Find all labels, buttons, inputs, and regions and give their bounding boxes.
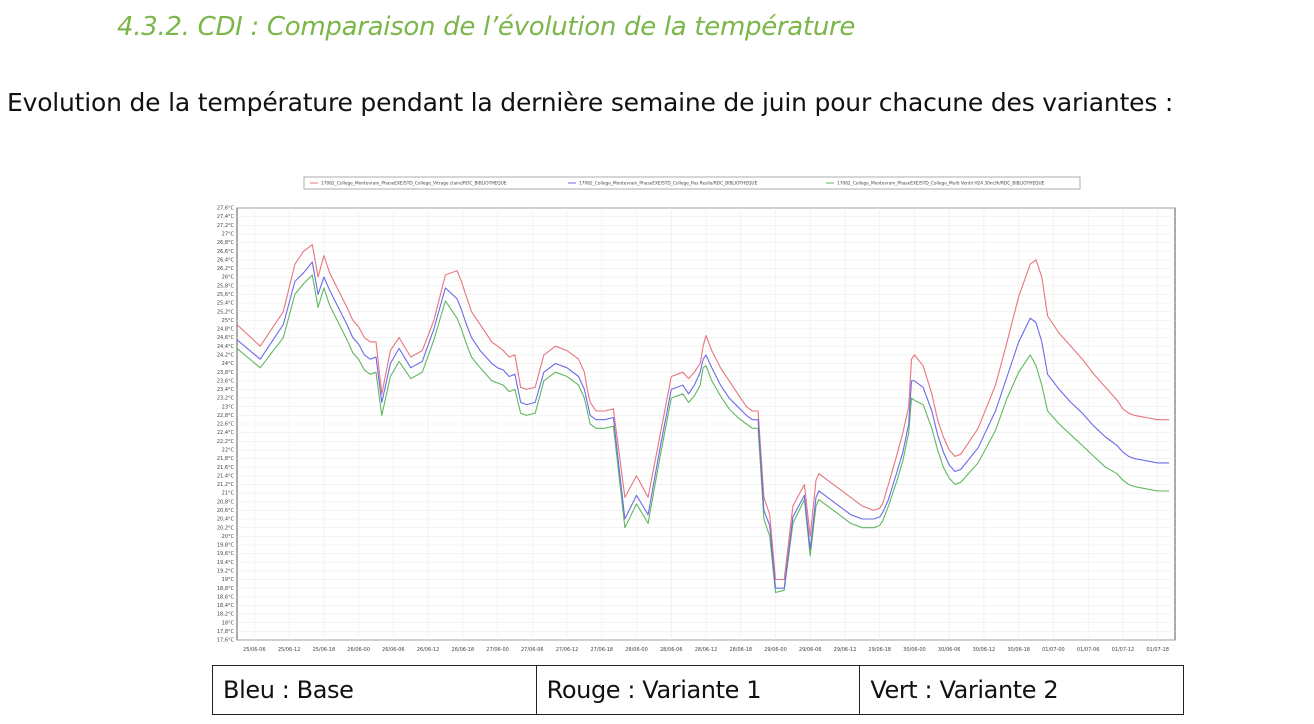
series-line-green: [236, 274, 1170, 594]
y-tick-label: 20,6°C: [217, 508, 235, 514]
x-tick-label: 27/06-18: [590, 647, 613, 653]
x-tick-label: 28/06-18: [729, 647, 752, 653]
y-tick-label: 26,2°C: [217, 266, 235, 272]
x-tick-label: 30/06-12: [973, 647, 996, 653]
series-line-blue: [236, 261, 1170, 589]
y-tick-label: 25,2°C: [217, 309, 235, 315]
legend-entry: 17062_College_Montevrain_PhaseEXE/STD_Co…: [837, 181, 1045, 187]
legend-cell-variant-1: Rouge : Variante 1: [535, 665, 861, 715]
y-tick-label: 22°C: [222, 448, 235, 454]
x-tick-label: 29/06-00: [764, 647, 787, 653]
y-tick-label: 22,2°C: [217, 439, 235, 445]
y-tick-label: 27°C: [222, 232, 235, 238]
y-tick-label: 20,8°C: [217, 499, 235, 505]
x-tick-label: 26/06-00: [347, 647, 370, 653]
y-tick-label: 24,2°C: [217, 352, 235, 358]
chart-legend: 17062_College_Montevrain_PhaseEXE/STD_Co…: [303, 176, 1081, 190]
grid-lines: [237, 207, 1175, 641]
y-tick-label: 27,6°C: [217, 206, 235, 212]
y-tick-label: 18°C: [222, 620, 235, 626]
y-tick-label: 26,4°C: [217, 257, 235, 263]
y-tick-label: 27,4°C: [217, 214, 235, 220]
x-tick-label: 30/06-18: [1007, 647, 1030, 653]
x-tick-label: 25/06-06: [243, 647, 266, 653]
legend-entry: 17062_College_Montevrain_PhaseEXE/STD_Co…: [321, 181, 507, 187]
y-tick-label: 17,6°C: [217, 638, 235, 644]
y-tick-label: 19,4°C: [217, 560, 235, 566]
y-tick-label: 17,8°C: [217, 629, 235, 635]
y-tick-label: 19,8°C: [217, 543, 235, 549]
x-tick-label: 01/07-00: [1042, 647, 1065, 653]
y-tick-label: 21,6°C: [217, 465, 235, 471]
y-tick-label: 18,4°C: [217, 603, 235, 609]
y-tick-label: 18,2°C: [217, 612, 235, 618]
y-tick-label: 18,8°C: [217, 586, 235, 592]
y-tick-label: 24°C: [222, 361, 235, 367]
y-tick-label: 24,6°C: [217, 335, 235, 341]
y-tick-label: 26,8°C: [217, 240, 235, 246]
x-tick-label: 27/06-06: [521, 647, 544, 653]
x-tick-label: 30/06-00: [903, 647, 926, 653]
y-tick-label: 21°C: [222, 491, 235, 497]
x-tick-label: 29/06-18: [868, 647, 891, 653]
x-tick-label: 25/06-12: [278, 647, 301, 653]
x-tick-label: 28/06-00: [625, 647, 648, 653]
series-line-red: [236, 244, 1170, 581]
y-tick-label: 23,4°C: [217, 387, 235, 393]
legend-entry: 17062_College_Montevrain_PhaseEXE/STD_Co…: [579, 181, 758, 187]
y-tick-label: 19°C: [222, 577, 235, 583]
x-tick-label: 29/06-06: [799, 647, 822, 653]
series-lines: [236, 244, 1170, 594]
y-tick-label: 24,8°C: [217, 327, 235, 333]
y-tick-label: 26°C: [222, 275, 235, 281]
x-tick-label: 27/06-12: [556, 647, 579, 653]
x-axis-ticks: 25/06-06 25/06-12 25/06-18 26/06-00 26/06-06…: [243, 647, 1169, 653]
y-tick-label: 21,8°C: [217, 456, 235, 462]
x-tick-label: 26/06-18: [452, 647, 475, 653]
chart-svg: 17062_College_Montevrain_PhaseEXE/STD_Co…: [212, 168, 1182, 660]
y-tick-label: 18,6°C: [217, 594, 235, 600]
temperature-chart: 17062_College_Montevrain_PhaseEXE/STD_Co…: [212, 168, 1182, 660]
intro-text: Evolution de la température pendant la d…: [7, 88, 1174, 117]
y-tick-label: 19,6°C: [217, 551, 235, 557]
y-tick-label: 23,8°C: [217, 370, 235, 376]
y-tick-label: 23°C: [222, 404, 235, 410]
x-tick-label: 30/06-06: [938, 647, 961, 653]
y-tick-label: 22,6°C: [217, 422, 235, 428]
x-tick-label: 26/06-06: [382, 647, 405, 653]
y-tick-label: 23,6°C: [217, 378, 235, 384]
y-tick-label: 24,4°C: [217, 344, 235, 350]
x-tick-label: 28/06-12: [695, 647, 718, 653]
variant-legend-table: Bleu : Base Rouge : Variante 1 Vert : Va…: [212, 665, 1184, 715]
x-tick-label: 01/07-06: [1077, 647, 1100, 653]
y-tick-label: 26,6°C: [217, 249, 235, 255]
x-tick-label: 01/07-18: [1146, 647, 1169, 653]
y-tick-label: 27,2°C: [217, 223, 235, 229]
y-tick-label: 21,2°C: [217, 482, 235, 488]
y-tick-label: 25,4°C: [217, 301, 235, 307]
y-tick-label: 25,6°C: [217, 292, 235, 298]
section-heading: 4.3.2. CDI : Comparaison de l’évolution …: [117, 12, 856, 42]
legend-cell-variant-2: Vert : Variante 2: [859, 665, 1184, 715]
legend-cell-base: Bleu : Base: [212, 665, 537, 715]
y-axis-ticks: 27,6°C 27,4°C 27,2°C 27°C 26,8°C 26,6°C 26,4°C…: [217, 206, 235, 644]
y-tick-label: 25,8°C: [217, 283, 235, 289]
x-tick-label: 28/06-06: [660, 647, 683, 653]
y-tick-label: 19,2°C: [217, 568, 235, 574]
y-tick-label: 20,4°C: [217, 517, 235, 523]
x-tick-label: 29/06-12: [834, 647, 857, 653]
y-tick-label: 22,4°C: [217, 430, 235, 436]
y-tick-label: 20°C: [222, 534, 235, 540]
x-tick-label: 25/06-18: [313, 647, 336, 653]
y-tick-label: 21,4°C: [217, 473, 235, 479]
y-tick-label: 22,8°C: [217, 413, 235, 419]
x-tick-label: 01/07-12: [1112, 647, 1135, 653]
x-tick-label: 27/06-00: [486, 647, 509, 653]
x-tick-label: 26/06-12: [417, 647, 440, 653]
y-tick-label: 25°C: [222, 318, 235, 324]
y-tick-label: 23,2°C: [217, 396, 235, 402]
y-tick-label: 20,2°C: [217, 525, 235, 531]
